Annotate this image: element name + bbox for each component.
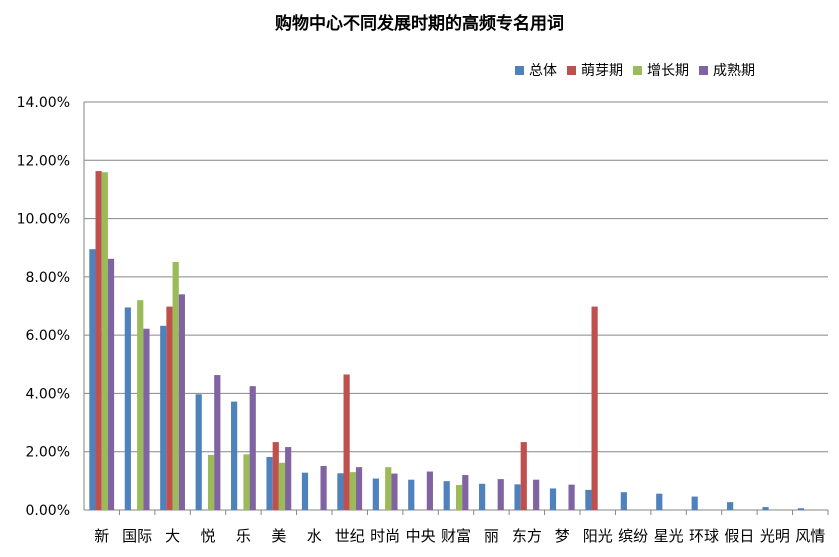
bar-mature	[285, 447, 292, 510]
bar-overall	[124, 307, 131, 510]
bar-sprout	[343, 374, 350, 510]
y-tick-label: 6.00%	[26, 328, 70, 344]
x-tick-label: 假日	[724, 527, 754, 545]
bar-overall	[479, 483, 486, 510]
bar-growth	[349, 472, 356, 510]
x-tick-label: 缤纷	[618, 527, 648, 545]
bar-sprout	[591, 306, 598, 510]
legend-swatch	[699, 65, 708, 75]
legend-label: 萌芽期	[581, 63, 623, 79]
bar-growth	[456, 484, 463, 510]
x-tick-label: 大	[165, 527, 180, 545]
bar-overall	[514, 484, 521, 510]
bar-overall	[408, 479, 415, 510]
bar-sprout	[166, 306, 173, 510]
x-tick-label: 梦	[555, 527, 570, 545]
x-tick-label: 乐	[236, 527, 251, 545]
x-tick-label: 光明	[760, 527, 790, 545]
bar-overall	[691, 496, 698, 510]
legend-item-growth: 增长期	[633, 60, 689, 80]
y-tick-label: 0.00%	[26, 503, 70, 519]
x-tick-label: 财富	[441, 527, 471, 545]
bar-overall	[443, 481, 450, 510]
bar-growth	[137, 300, 144, 510]
bar-overall	[301, 472, 309, 510]
bar-overall	[89, 249, 96, 510]
bar-growth	[172, 261, 179, 510]
x-tick-label: 星光	[654, 527, 684, 545]
bar-mature	[497, 479, 504, 510]
y-tick-label: 12.00%	[17, 153, 70, 169]
bar-overall	[195, 394, 202, 510]
bar-overall	[656, 493, 663, 510]
x-tick-label: 时尚	[370, 527, 400, 545]
x-tick-label: 环球	[689, 527, 719, 545]
bar-overall	[797, 508, 805, 510]
bar-overall	[549, 488, 557, 510]
bar-mature	[143, 328, 150, 510]
x-tick-label: 新	[94, 527, 109, 545]
legend-swatch	[633, 65, 642, 75]
bar-overall	[762, 507, 769, 510]
bar-mature	[107, 258, 115, 510]
x-tick-label: 丽	[484, 527, 499, 545]
bar-overall	[266, 456, 273, 510]
legend-label: 成熟期	[713, 63, 755, 79]
y-tick-label: 14.00%	[17, 95, 70, 111]
x-tick-label: 世纪	[335, 527, 365, 545]
bar-sprout	[95, 171, 102, 510]
bar-growth	[243, 454, 250, 510]
x-tick-label: 悦	[200, 527, 215, 545]
bar-mature	[391, 473, 398, 510]
legend-swatch	[567, 65, 576, 75]
bar-mature	[214, 375, 221, 510]
x-tick-label: 东方	[512, 527, 542, 545]
bar-mature	[426, 471, 433, 510]
bar-overall	[620, 492, 627, 510]
y-tick-label: 10.00%	[17, 212, 70, 228]
x-tick-label: 水	[307, 527, 322, 545]
x-tick-label: 美	[271, 527, 286, 545]
chart-title: 购物中心不同发展时期的高频专名用词	[275, 14, 564, 34]
bar-growth	[101, 172, 108, 510]
bar-growth	[208, 454, 215, 510]
x-tick-label: 国际	[122, 527, 152, 545]
legend-label: 总体	[529, 63, 557, 79]
bar-mature	[355, 467, 363, 510]
bar-sprout	[520, 442, 527, 510]
legend-label: 增长期	[647, 63, 689, 79]
bar-sprout	[272, 442, 279, 510]
x-tick-label: 中央	[406, 527, 436, 545]
x-tick-label: 阳光	[583, 527, 613, 545]
bar-mature	[533, 479, 540, 510]
legend-item-sprout: 萌芽期	[567, 60, 623, 80]
bar-mature	[320, 465, 327, 510]
bar-overall	[160, 325, 167, 510]
y-tick-label: 8.00%	[26, 270, 70, 286]
legend-item-mature: 成熟期	[699, 60, 755, 80]
bar-overall	[231, 401, 238, 510]
legend-item-overall: 总体	[515, 60, 557, 80]
bar-overall	[372, 478, 379, 510]
y-tick-label: 2.00%	[26, 445, 70, 461]
bar-mature	[178, 294, 185, 510]
x-tick-label: 风情	[795, 527, 825, 545]
bar-overall	[727, 502, 734, 510]
bar-growth	[385, 467, 392, 510]
legend-swatch	[515, 65, 524, 75]
bar-growth	[278, 462, 286, 510]
legend: 总体 萌芽期 增长期 成熟期	[515, 60, 765, 80]
bar-overall	[337, 473, 344, 510]
bar-mature	[568, 484, 575, 510]
bar-mature	[249, 386, 256, 510]
bar-overall	[585, 489, 592, 510]
bar-mature	[462, 475, 469, 510]
y-tick-label: 4.00%	[26, 386, 70, 402]
